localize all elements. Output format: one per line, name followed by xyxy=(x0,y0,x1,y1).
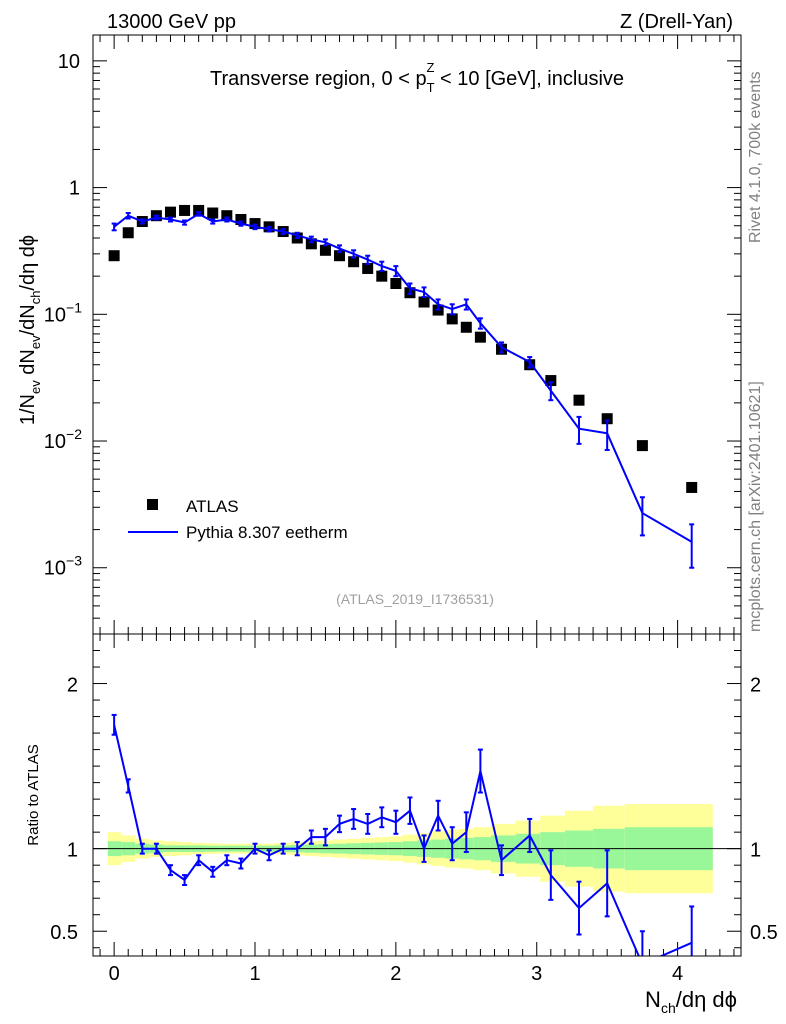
legend: ATLAS Pythia 8.307 eetherm xyxy=(128,497,348,542)
top-panel-ticks xyxy=(93,35,741,635)
x-tick-labels: 0 1 2 3 4 xyxy=(109,963,684,985)
title-sub: T xyxy=(427,80,435,95)
atlas-point xyxy=(446,313,458,325)
x-tick-label: 3 xyxy=(531,963,542,985)
atlas-point xyxy=(460,321,472,333)
atlas-point xyxy=(376,270,388,282)
analysis-watermark: (ATLAS_2019_I1736531) xyxy=(336,591,494,607)
side-text-rivet: Rivet 4.1.0, 700k events xyxy=(747,71,764,243)
title-after: < 10 [GeV], inclusive xyxy=(434,68,624,90)
header-left: 13000 GeV pp xyxy=(107,11,236,33)
top-y-tick-labels: 10 1 10−1 10−2 10−3 xyxy=(44,51,82,580)
atlas-point xyxy=(474,331,486,343)
atlas-point xyxy=(390,278,402,290)
x-tick-label: 1 xyxy=(249,963,260,985)
side-text-mcplots: mcplots.cern.ch [arXiv:2401.10621] xyxy=(747,381,764,632)
ratio-y-tick-label: 2 xyxy=(67,675,78,697)
atlas-point xyxy=(235,213,247,225)
atlas-point xyxy=(179,204,191,216)
atlas-point xyxy=(108,250,120,262)
atlas-markers xyxy=(108,204,698,493)
top-y-tick-label: 10−3 xyxy=(44,553,82,580)
ratio-y-tick-label-right: 2 xyxy=(750,675,761,697)
ratio-panel-ticks xyxy=(93,634,741,956)
atlas-point xyxy=(334,250,346,262)
atlas-point xyxy=(348,256,360,268)
ratio-y-tick-label: 0.5 xyxy=(50,922,78,944)
ratio-y-tick-label-right: 0.5 xyxy=(750,922,778,944)
atlas-point xyxy=(418,296,430,308)
atlas-point xyxy=(545,375,557,387)
atlas-point xyxy=(249,218,261,230)
atlas-point xyxy=(193,204,205,216)
atlas-point xyxy=(305,238,317,250)
atlas-point xyxy=(207,207,219,219)
top-y-tick-label: 10 xyxy=(58,51,80,73)
top-y-tick-label: 1 xyxy=(69,178,80,200)
ratio-curve xyxy=(111,713,695,956)
ratio-panel-frame xyxy=(92,633,742,957)
x-tick-label: 0 xyxy=(109,963,120,985)
x-axis-label: Nch/dη dϕ xyxy=(645,987,737,1016)
title-before: Transverse region, 0 < p xyxy=(210,68,427,90)
legend-atlas-label: ATLAS xyxy=(186,497,239,516)
top-y-tick-label: 10−1 xyxy=(44,299,82,326)
atlas-point xyxy=(319,244,331,256)
x-tick-label: 2 xyxy=(390,963,401,985)
panel-title: Transverse region, 0 < pTZ < 10 [GeV], i… xyxy=(210,60,624,95)
ratio-y-tick-labels: 2 2 1 1 0.5 0.5 xyxy=(50,675,778,945)
atlas-point xyxy=(221,210,233,222)
x-tick-label: 4 xyxy=(672,963,683,985)
ratio-y-axis-label: Ratio to ATLAS xyxy=(25,744,42,845)
top-y-tick-label: 10−2 xyxy=(44,426,82,453)
atlas-point xyxy=(601,413,613,425)
top-y-axis-label: 1/Nev dNev/dNch/dη dϕ xyxy=(17,235,43,425)
ratio-clipped-group xyxy=(111,713,695,956)
title-sup: Z xyxy=(427,60,435,75)
atlas-point xyxy=(362,262,374,274)
ratio-y-tick-label-right: 1 xyxy=(750,840,761,862)
legend-pythia-label: Pythia 8.307 eetherm xyxy=(186,523,348,542)
pythia-curve xyxy=(111,211,695,569)
legend-atlas-marker xyxy=(147,499,158,510)
ratio-line xyxy=(113,724,693,956)
atlas-point xyxy=(164,206,176,218)
atlas-point xyxy=(636,440,648,452)
top-panel-frame xyxy=(92,34,742,635)
atlas-point xyxy=(573,394,585,406)
ratio-y-tick-label: 1 xyxy=(67,840,78,862)
header-right: Z (Drell-Yan) xyxy=(620,11,733,33)
atlas-point xyxy=(686,481,698,493)
atlas-point xyxy=(122,227,134,239)
pythia-line xyxy=(113,212,693,543)
